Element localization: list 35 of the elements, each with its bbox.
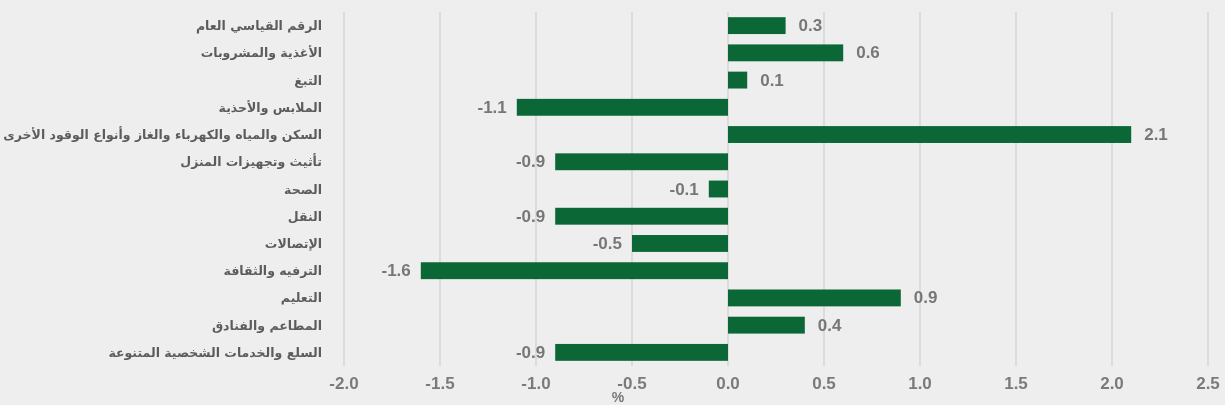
data-label: 0.3 — [798, 16, 823, 36]
data-label: -0.5 — [592, 233, 622, 253]
data-label: -0.9 — [515, 152, 546, 172]
y-category-label: الصحة — [284, 181, 322, 197]
y-category-label: التبغ — [294, 72, 322, 88]
x-tick-label: 1.5 — [1004, 374, 1028, 393]
x-tick-label: 0.5 — [812, 374, 836, 393]
data-label: 2.1 — [1144, 125, 1168, 145]
x-tick-label: 0.0 — [716, 374, 740, 393]
y-category-label: السلع والخدمات الشخصية المتنوعة — [108, 344, 322, 360]
y-category-label: الرقم القياسي العام — [195, 18, 322, 34]
x-tick-label: 2.5 — [1196, 374, 1220, 393]
data-label: 0.4 — [817, 315, 842, 335]
data-label: 0.6 — [856, 43, 880, 63]
y-category-label: النقل — [287, 208, 322, 224]
data-label: -1.6 — [381, 261, 411, 281]
y-category-label: الإتصالات — [264, 235, 322, 251]
x-tick-label: 1.0 — [908, 374, 932, 393]
x-tick-label: -2.0 — [329, 374, 359, 393]
x-tick-label: -1.5 — [425, 374, 455, 393]
x-tick-label: 2.0 — [1100, 374, 1124, 393]
y-category-label: الأغذية والمشروبات — [200, 45, 322, 61]
data-label: -0.1 — [669, 179, 699, 199]
data-label: -1.1 — [477, 97, 507, 117]
y-category-label: الترفيه والثقافة — [223, 263, 322, 279]
data-label: 0.9 — [913, 288, 938, 308]
data-label: -0.9 — [515, 342, 546, 362]
y-category-label: الملابس والأحذية — [218, 99, 322, 115]
y-category-label: التعليم — [280, 290, 322, 306]
x-tick-label: -1.0 — [521, 374, 551, 393]
y-category-label: المطاعم والفنادق — [211, 317, 322, 333]
data-label: 0.1 — [760, 70, 784, 90]
data-label: -0.9 — [515, 206, 546, 226]
y-category-label: السكن والمياه والكهرباء والغاز وأنواع الوقود الأخرى — [3, 127, 322, 143]
y-category-label: تأثيث وتجهيزات المنزل — [180, 154, 322, 170]
